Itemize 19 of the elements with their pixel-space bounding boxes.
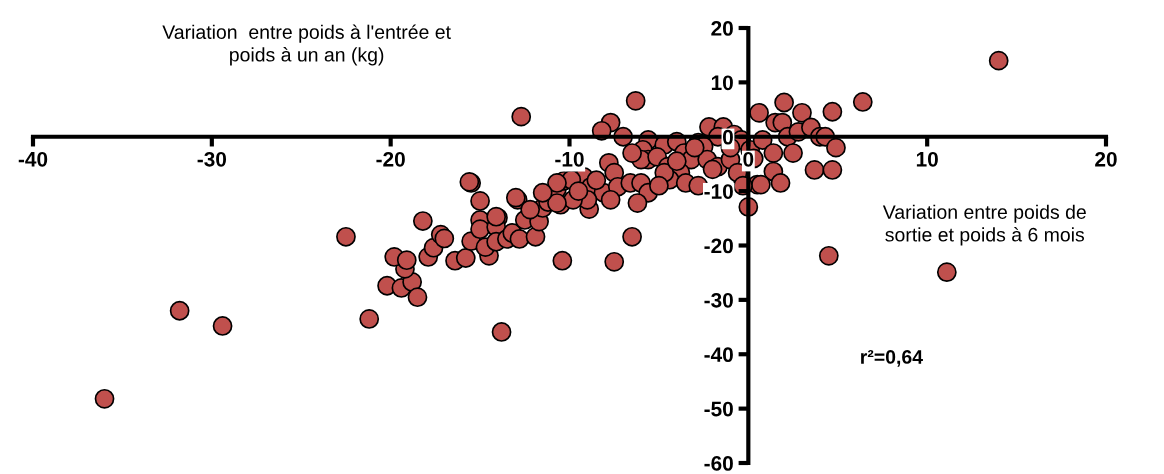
x-tick-label: -30 xyxy=(197,151,227,167)
annotation: r²=0,64 xyxy=(861,350,923,367)
y-axis-title: Variation entre poids à l'entrée et poids à un an (kg) xyxy=(162,24,451,66)
x-tick-label: -10 xyxy=(555,151,584,167)
y-tick-label: -50 xyxy=(704,401,733,417)
x-tick-label: 20 xyxy=(1095,151,1117,167)
y-tick-label: -40 xyxy=(704,347,733,362)
x-tick-label: -40 xyxy=(18,151,48,167)
y-tick-label: 20 xyxy=(711,21,733,36)
x-tick-label: -20 xyxy=(376,151,405,167)
y-tick-label: 0 xyxy=(722,129,733,145)
y-tick-label: -10 xyxy=(704,184,733,199)
y-tick-label: -30 xyxy=(704,292,733,308)
y-tick-label: -20 xyxy=(704,238,733,254)
x-axis-title: Variation entre poids de sortie et poids à 6 mois xyxy=(882,204,1086,246)
y-tick-label: 10 xyxy=(711,75,733,91)
y-tick-label: -60 xyxy=(704,456,733,471)
x-tick-label: 10 xyxy=(916,151,938,167)
x-tick-label: 0 xyxy=(743,151,754,167)
